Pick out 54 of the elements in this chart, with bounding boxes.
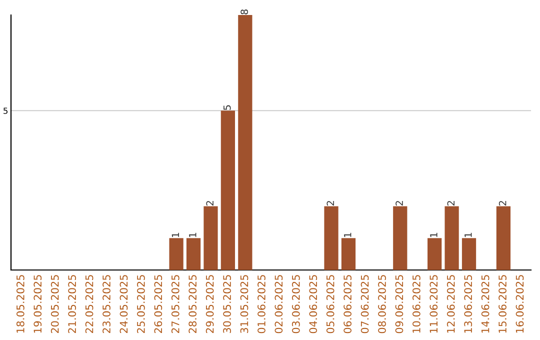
x-tick-label: 09.06.2025 xyxy=(395,275,404,334)
bar xyxy=(341,238,356,270)
x-tick-label: 04.06.2025 xyxy=(309,275,318,334)
x-tick-label: 27.05.2025 xyxy=(171,275,180,334)
x-tick-label: 21.05.2025 xyxy=(68,275,76,334)
x-tick-label: 29.05.2025 xyxy=(206,275,214,334)
x-tick-label: 15.06.2025 xyxy=(498,275,506,333)
x-tick-label: 18.05.2025 xyxy=(16,275,24,333)
data-label: 1 xyxy=(172,232,179,238)
data-label: 1 xyxy=(464,232,472,238)
x-tick-label: 19.05.2025 xyxy=(34,275,42,333)
bar xyxy=(238,15,252,270)
data-label: 2 xyxy=(498,201,506,206)
x-tick-label: 22.05.2025 xyxy=(85,275,94,334)
x-tick-label: 13.06.2025 xyxy=(464,275,472,333)
x-tick-label: 16.06.2025 xyxy=(516,275,524,333)
bar xyxy=(169,238,184,270)
data-label: 2 xyxy=(326,201,334,206)
x-tick-label: 05.06.2025 xyxy=(326,275,334,334)
x-tick-label: 10.06.2025 xyxy=(412,275,420,333)
x-tick-label: 12.06.2025 xyxy=(446,275,455,333)
x-tick-label: 01.06.2025 xyxy=(258,275,266,334)
x-tick-label: 14.06.2025 xyxy=(481,275,490,333)
bar xyxy=(462,238,476,270)
data-label: 8 xyxy=(240,9,248,14)
bar xyxy=(393,206,408,270)
data-label: 2 xyxy=(447,201,454,206)
bar xyxy=(220,110,236,270)
bar xyxy=(444,206,459,270)
bar xyxy=(186,238,201,270)
data-label: 2 xyxy=(396,201,403,206)
x-tick-label: 07.06.2025 xyxy=(360,275,369,334)
x-tick-label: 28.05.2025 xyxy=(188,275,197,334)
x-tick-label: 20.05.2025 xyxy=(50,275,59,334)
x-tick-label: 03.06.2025 xyxy=(292,275,300,334)
x-tick-label: 06.06.2025 xyxy=(344,275,352,334)
bar xyxy=(204,206,218,270)
data-label: 1 xyxy=(189,232,196,238)
data-label: 5 xyxy=(224,105,231,110)
x-tick-label: 08.06.2025 xyxy=(378,275,386,334)
x-tick-label: 26.05.2025 xyxy=(154,275,162,334)
x-tick-label: 11.06.2025 xyxy=(430,275,438,333)
x-tick-label: 24.05.2025 xyxy=(120,275,128,334)
bar xyxy=(496,206,511,270)
x-tick-label: 25.05.2025 xyxy=(137,275,145,334)
bar xyxy=(324,206,338,270)
bar xyxy=(428,238,442,270)
data-label: 1 xyxy=(344,232,352,238)
x-tick-label: 23.05.2025 xyxy=(102,275,110,334)
x-tick-label: 30.05.2025 xyxy=(223,275,231,334)
data-label: 2 xyxy=(206,201,214,206)
data-label: 1 xyxy=(430,232,438,238)
x-tick-label: 31.05.2025 xyxy=(240,275,248,334)
x-tick-label: 02.06.2025 xyxy=(274,275,283,334)
